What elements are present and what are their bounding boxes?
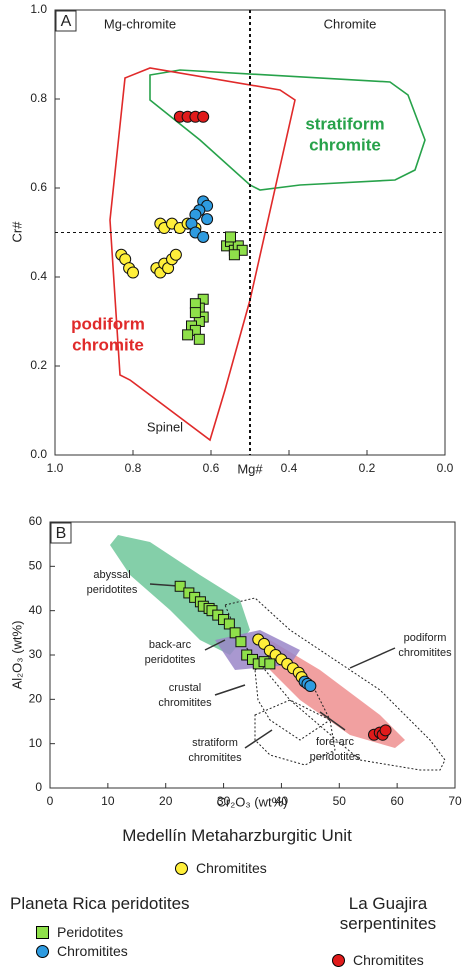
- y-tick-label: 0.6: [30, 180, 47, 194]
- panel-label: A: [61, 13, 72, 30]
- annotation: Spinel: [147, 419, 183, 434]
- y-tick-label: 40: [29, 603, 43, 617]
- x-tick-label: 40: [275, 794, 289, 808]
- legend-swatch: [36, 925, 49, 939]
- chart: 1.0 0.8 0.6 0.4 0.2 0.0 0.0 0.2 0.4 0.6 0.8 1.0 A Mg#…: [9, 2, 462, 809]
- point: [169, 248, 182, 261]
- y-tick-label: 10: [29, 736, 43, 750]
- annotation: peridotites: [310, 751, 361, 763]
- x-tick-label: 0.2: [359, 461, 376, 475]
- point: [229, 627, 241, 639]
- x-tick-label: 10: [101, 794, 115, 808]
- legend-label: Chromitites: [353, 952, 424, 968]
- abyssal-field: [110, 535, 250, 655]
- point: [189, 307, 201, 319]
- annotation: chromite: [309, 135, 381, 154]
- y-tick-label: 60: [29, 514, 43, 528]
- annotation: chromitites: [398, 647, 452, 659]
- panel-label-box: [50, 522, 72, 544]
- legend-item: Chromitites: [36, 943, 128, 959]
- y-tick-label: 1.0: [30, 2, 47, 16]
- y-tick-label: 0: [35, 780, 42, 794]
- legend-group-title: Planeta Rica peridotites: [10, 894, 190, 913]
- x-tick-label: 0.6: [203, 461, 220, 475]
- point: [304, 680, 317, 693]
- x-axis-label: Cr₂O₃ (wt%): [217, 794, 288, 809]
- point: [201, 213, 214, 226]
- point: [379, 724, 392, 737]
- point: [235, 636, 247, 648]
- annotation: peridotites: [145, 654, 196, 666]
- annotation: stratiform: [305, 114, 384, 133]
- x-tick-label: 0.8: [125, 461, 142, 475]
- annotation: Chromite: [324, 16, 377, 31]
- point: [225, 231, 236, 243]
- point: [223, 618, 235, 630]
- stratiform-outline: [254, 699, 336, 766]
- y-tick-label: 0.0: [30, 447, 47, 461]
- panel-label-box: [55, 10, 77, 32]
- x-tick-label: 0.0: [437, 461, 454, 475]
- legend-swatch: [175, 861, 188, 875]
- y-tick-label: 30: [29, 647, 43, 661]
- y-tick-label: 0.8: [30, 91, 47, 105]
- legend-swatch: [36, 944, 49, 958]
- annotation: podiform: [404, 632, 447, 644]
- legend-group-title: La Guajira serpentinites: [339, 894, 437, 933]
- x-tick-label: 0: [47, 794, 54, 808]
- y-tick-label: 0.4: [30, 269, 47, 283]
- y-axis-label: Al₂O₃ (wt%): [9, 621, 24, 690]
- point: [197, 230, 210, 243]
- y-tick-label: 50: [29, 559, 43, 573]
- x-tick-label: 30: [217, 794, 231, 808]
- annotation: podiform: [71, 314, 145, 333]
- y-tick-label: 20: [29, 692, 43, 706]
- annotation: chromitites: [188, 752, 242, 764]
- x-tick-label: 0.4: [281, 461, 298, 475]
- annotation: stratiform: [192, 737, 238, 749]
- y-tick-label: 0.2: [30, 358, 47, 372]
- annotation: crustal: [169, 682, 201, 694]
- legend-item: Chromitites: [332, 952, 424, 968]
- legend-item: Peridotites: [36, 924, 123, 940]
- legend-swatch: [332, 953, 345, 967]
- panel-label: B: [56, 525, 67, 542]
- point: [193, 333, 205, 345]
- legend-label: Peridotites: [57, 924, 124, 940]
- x-tick-label: 50: [333, 794, 347, 808]
- point: [182, 329, 194, 341]
- arrows: [149, 583, 396, 749]
- annotation: abyssal: [93, 569, 130, 581]
- point: [127, 266, 139, 279]
- y-axis-label: Cr#: [9, 221, 24, 243]
- point: [228, 249, 240, 261]
- point: [264, 658, 276, 670]
- stratiform-field: [149, 69, 426, 191]
- annotation: peridotites: [87, 584, 138, 596]
- annotation: Mg-chromite: [104, 16, 176, 31]
- x-tick-label: 70: [448, 794, 462, 808]
- legend-item: Chromitites: [175, 860, 267, 876]
- point: [174, 580, 186, 592]
- legend-label: Chromitites: [196, 860, 267, 876]
- x-axis-label: Mg#: [237, 461, 263, 476]
- x-tick-label: 20: [159, 794, 173, 808]
- point: [197, 110, 210, 123]
- annotation: fore-arc: [316, 736, 354, 748]
- x-tick-label: 60: [390, 794, 404, 808]
- annotation: back-arc: [149, 639, 192, 651]
- legend-group-title: Medellín Metaharzburgitic Unit: [122, 826, 352, 845]
- annotation: chromitites: [158, 697, 212, 709]
- x-tick-label: 1.0: [47, 461, 64, 475]
- podiform-field: [109, 67, 296, 442]
- fore-arc-field: [270, 640, 405, 748]
- legend-label: Chromitites: [57, 943, 128, 959]
- annotation: chromite: [72, 335, 144, 354]
